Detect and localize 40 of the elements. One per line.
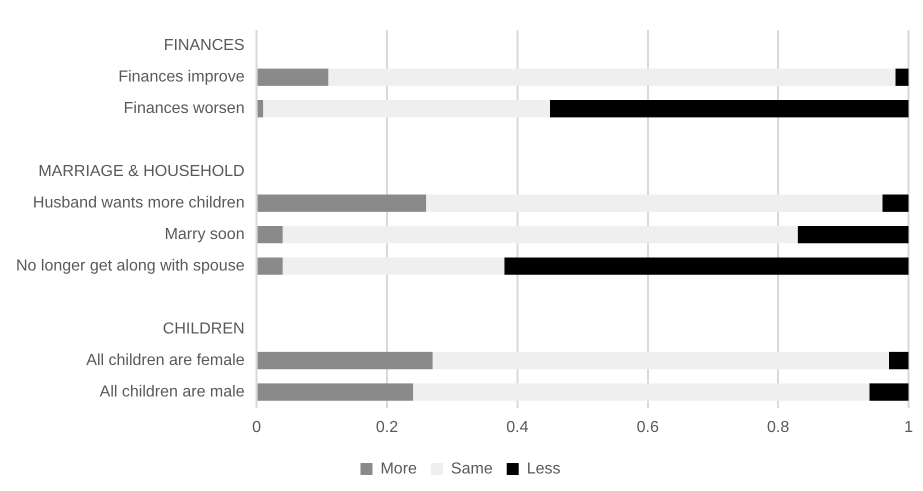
bar	[258, 68, 328, 86]
y-tick-label: No longer get along with spouse	[16, 258, 245, 275]
y-tick-label: All children are male	[100, 383, 245, 400]
bar	[258, 352, 433, 370]
y-tick-label: CHILDREN	[162, 320, 245, 338]
y-tick-label: Husband wants more children	[32, 194, 245, 212]
x-tick-label: 1	[904, 418, 914, 436]
bar	[432, 352, 889, 370]
bar	[504, 257, 909, 275]
y-tick-label: MARRIAGE & HOUSEHOLD	[38, 163, 245, 180]
bar	[798, 226, 909, 244]
bar	[328, 68, 896, 86]
x-tick-label: 0	[252, 418, 262, 436]
bar	[258, 257, 283, 275]
legend-label: Less	[526, 460, 561, 478]
bar	[258, 383, 414, 401]
y-tick-label: Marry soon	[164, 226, 245, 244]
bar	[869, 383, 909, 401]
bar	[282, 226, 798, 244]
y-tick-label: Finances improve	[118, 68, 245, 86]
legend-label: More	[380, 460, 418, 478]
bar	[258, 194, 426, 212]
bar	[882, 194, 909, 212]
bar	[888, 352, 909, 370]
y-tick-label: All children are female	[86, 352, 245, 369]
bar	[258, 100, 264, 118]
x-tick-label: 0.6	[636, 418, 659, 436]
legend-label: Same	[450, 460, 493, 478]
bar	[550, 100, 909, 118]
bar	[413, 383, 870, 401]
y-tick-label: Finances worsen	[124, 100, 245, 118]
bar	[282, 257, 504, 275]
bar	[263, 100, 550, 118]
bar	[258, 226, 283, 244]
bar	[426, 194, 882, 212]
x-tick-label: 0.4	[506, 418, 529, 436]
y-tick-label: FINANCES	[164, 37, 245, 54]
x-tick-label: 0.8	[767, 418, 790, 436]
bar	[896, 68, 909, 86]
x-tick-label: 0.2	[376, 418, 398, 436]
